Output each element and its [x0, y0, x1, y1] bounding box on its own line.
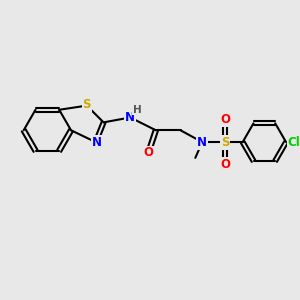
Text: O: O: [143, 146, 153, 160]
Text: O: O: [220, 158, 230, 171]
Text: N: N: [197, 136, 207, 148]
Text: N: N: [125, 111, 135, 124]
Text: O: O: [220, 113, 230, 126]
Text: S: S: [82, 98, 91, 111]
Text: S: S: [220, 136, 229, 148]
Text: H: H: [133, 105, 142, 115]
Text: Cl: Cl: [288, 136, 300, 148]
Text: N: N: [92, 136, 102, 148]
